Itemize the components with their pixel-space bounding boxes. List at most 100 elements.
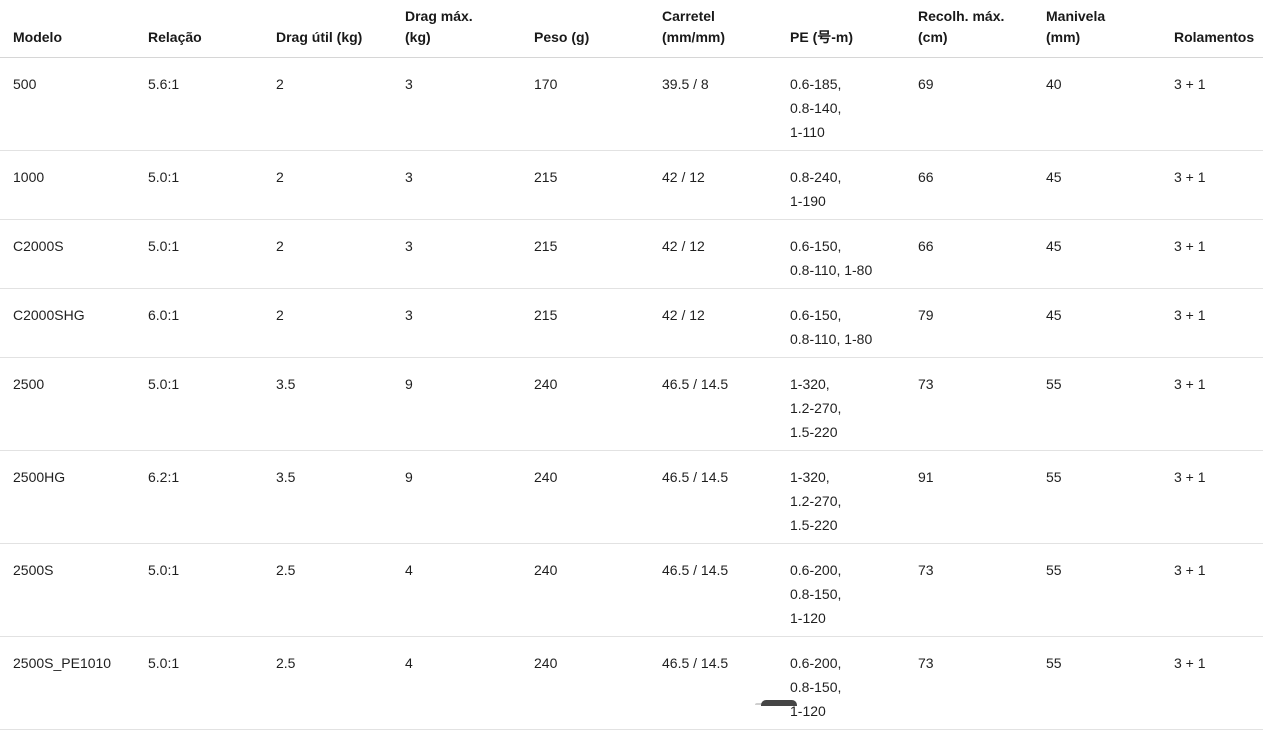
table-row: C2000SHG 6.0:1 2 3 215 42 / 12 0.6-150, 0.8-11… — [0, 288, 1263, 358]
spec-cell: 3 + 1 — [1174, 150, 1263, 220]
table-row: 2500 5.0:1 3.5 9 240 46.5 / 14.5 1-320, 1.2-27… — [0, 357, 1263, 451]
spec-cell: 55 — [1046, 636, 1174, 730]
table-header: Modelo Relação Drag útil (kg) Drag máx. (kg… — [0, 0, 1263, 58]
bottom-edge-partial-element — [761, 700, 797, 706]
spec-cell: 240 — [534, 357, 662, 451]
spec-cell: 5.0:1 — [148, 219, 276, 289]
spec-cell: 9 — [405, 450, 534, 544]
column-header: Recolh. máx. (cm) — [918, 0, 1046, 58]
spec-cell: 5.0:1 — [148, 357, 276, 451]
spec-cell: 3.5 — [276, 450, 405, 544]
model-cell: C2000SHG — [0, 288, 148, 358]
spec-cell: 46.5 / 14.5 — [662, 450, 790, 544]
spec-cell: 0.6-150, 0.8-110, 1-80 — [790, 288, 918, 358]
spec-cell: 215 — [534, 150, 662, 220]
spec-cell: 46.5 / 14.5 — [662, 636, 790, 730]
spec-cell: 40 — [1046, 57, 1174, 151]
spec-cell: 6.2:1 — [148, 450, 276, 544]
spec-cell: 3 — [405, 57, 534, 151]
spec-cell: 5.0:1 — [148, 543, 276, 637]
spec-cell: 2.5 — [276, 636, 405, 730]
column-header: Relação — [148, 0, 276, 58]
spec-cell: 45 — [1046, 150, 1174, 220]
spec-cell: 6.0:1 — [148, 288, 276, 358]
spec-cell: 46.5 / 14.5 — [662, 357, 790, 451]
spec-cell: 2 — [276, 288, 405, 358]
spec-cell: 2.5 — [276, 543, 405, 637]
spec-cell: 55 — [1046, 450, 1174, 544]
column-header: Rolamentos — [1174, 0, 1263, 58]
spec-cell: 0.6-200, 0.8-150, 1-120 — [790, 636, 918, 730]
spec-cell: 3 — [405, 219, 534, 289]
column-header: Carretel (mm/mm) — [662, 0, 790, 58]
table-row: 2500S_PE1010 5.0:1 2.5 4 240 46.5 / 14.5 0.6-2… — [0, 636, 1263, 730]
table-row: 500 5.6:1 2 3 170 39.5 / 8 0.6-185, 0.8-140, 1… — [0, 57, 1263, 151]
spec-cell: 45 — [1046, 288, 1174, 358]
spec-cell: 66 — [918, 219, 1046, 289]
spec-cell: 55 — [1046, 357, 1174, 451]
spec-cell: 3 + 1 — [1174, 219, 1263, 289]
spec-cell: 1-320, 1.2-270, 1.5-220 — [790, 450, 918, 544]
column-header: Modelo — [0, 0, 148, 58]
table-row: 2500S 5.0:1 2.5 4 240 46.5 / 14.5 0.6-200, 0.8… — [0, 543, 1263, 637]
column-header: Drag útil (kg) — [276, 0, 405, 58]
spec-cell: 73 — [918, 543, 1046, 637]
spec-cell: 55 — [1046, 543, 1174, 637]
model-cell: C2000S — [0, 219, 148, 289]
spec-cell: 3 + 1 — [1174, 450, 1263, 544]
spec-cell: 9 — [405, 357, 534, 451]
spec-cell: 42 / 12 — [662, 150, 790, 220]
table-row: C2000S 5.0:1 2 3 215 42 / 12 0.6-150, 0.8-110,… — [0, 219, 1263, 289]
column-header: PE (号-m) — [790, 0, 918, 58]
spec-cell: 0.6-150, 0.8-110, 1-80 — [790, 219, 918, 289]
header-row: Modelo Relação Drag útil (kg) Drag máx. (kg… — [0, 0, 1263, 58]
spec-cell: 73 — [918, 636, 1046, 730]
spec-cell: 69 — [918, 57, 1046, 151]
spec-cell: 42 / 12 — [662, 288, 790, 358]
spec-cell: 3 + 1 — [1174, 636, 1263, 730]
spec-cell: 215 — [534, 219, 662, 289]
spec-cell: 2 — [276, 57, 405, 151]
spec-cell: 0.6-200, 0.8-150, 1-120 — [790, 543, 918, 637]
spec-cell: 45 — [1046, 219, 1174, 289]
spec-cell: 5.0:1 — [148, 636, 276, 730]
spec-cell: 4 — [405, 543, 534, 637]
spec-cell: 3 + 1 — [1174, 57, 1263, 151]
model-cell: 2500 — [0, 357, 148, 451]
model-cell: 2500S_PE1010 — [0, 636, 148, 730]
spec-cell: 3 + 1 — [1174, 357, 1263, 451]
spec-cell: 240 — [534, 636, 662, 730]
spec-cell: 91 — [918, 450, 1046, 544]
spec-cell: 5.6:1 — [148, 57, 276, 151]
table-row: 1000 5.0:1 2 3 215 42 / 12 0.8-240, 1-190 66 45 3… — [0, 150, 1263, 220]
spec-cell: 2 — [276, 150, 405, 220]
spec-cell: 2 — [276, 219, 405, 289]
spec-cell: 1-320, 1.2-270, 1.5-220 — [790, 357, 918, 451]
spec-cell: 0.6-185, 0.8-140, 1-110 — [790, 57, 918, 151]
spec-cell: 42 / 12 — [662, 219, 790, 289]
column-header: Drag máx. (kg) — [405, 0, 534, 58]
spec-cell: 215 — [534, 288, 662, 358]
spec-cell: 3 + 1 — [1174, 288, 1263, 358]
table-body: 500 5.6:1 2 3 170 39.5 / 8 0.6-185, 0.8-140, 1… — [0, 57, 1263, 730]
model-cell: 2500S — [0, 543, 148, 637]
spec-cell: 3.5 — [276, 357, 405, 451]
spec-cell: 240 — [534, 450, 662, 544]
spec-cell: 170 — [534, 57, 662, 151]
spec-cell: 66 — [918, 150, 1046, 220]
spec-cell: 5.0:1 — [148, 150, 276, 220]
model-cell: 500 — [0, 57, 148, 151]
spec-cell: 3 — [405, 150, 534, 220]
model-cell: 1000 — [0, 150, 148, 220]
spec-cell: 4 — [405, 636, 534, 730]
column-header: Peso (g) — [534, 0, 662, 58]
spec-cell: 240 — [534, 543, 662, 637]
spec-cell: 3 + 1 — [1174, 543, 1263, 637]
spec-cell: 46.5 / 14.5 — [662, 543, 790, 637]
spec-cell: 39.5 / 8 — [662, 57, 790, 151]
table-row: 2500HG 6.2:1 3.5 9 240 46.5 / 14.5 1-320, 1.2-… — [0, 450, 1263, 544]
spec-cell: 79 — [918, 288, 1046, 358]
spec-cell: 73 — [918, 357, 1046, 451]
spec-cell: 0.8-240, 1-190 — [790, 150, 918, 220]
